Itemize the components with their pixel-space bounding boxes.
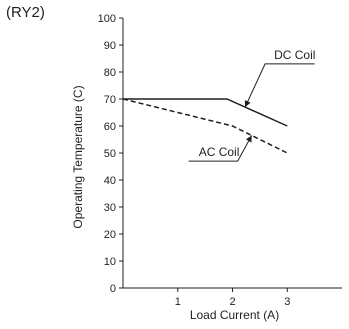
ac-coil-arrowhead (245, 135, 252, 143)
y-tick-label: 40 (104, 175, 116, 187)
x-tick-label: 1 (175, 296, 181, 308)
y-tick-label: 20 (104, 229, 116, 241)
y-ticks: 0 10 20 30 40 50 60 70 80 90 100 (98, 13, 123, 295)
y-tick-label: 60 (104, 121, 116, 133)
y-tick-label: 70 (104, 94, 116, 106)
axes: 0 10 20 30 40 50 60 70 80 90 100 1 2 3 (98, 13, 342, 308)
y-tick-label: 30 (104, 202, 116, 214)
dc-coil-label: DC Coil (274, 48, 315, 62)
ac-coil-line (122, 98, 288, 154)
x-tick-label: 3 (284, 296, 290, 308)
dc-coil-arrowhead (244, 100, 251, 108)
ac-coil-label: AC Coil (199, 145, 240, 159)
y-tick-label: 0 (110, 283, 116, 295)
dc-coil-leader-line (244, 63, 315, 108)
annotations: DC Coil AC Coil (188, 48, 315, 162)
chart-title: (RY2) (6, 4, 45, 21)
ac-coil-leader-line (188, 135, 253, 162)
x-axis-title: Load Current (A) (190, 308, 279, 322)
x-tick-label: 2 (229, 296, 235, 308)
y-axis-title: Operating Temperature (C) (71, 85, 85, 228)
y-tick-label: 90 (104, 40, 116, 52)
x-ticks: 1 2 3 (175, 288, 290, 308)
series-layer (122, 98, 288, 154)
y-tick-label: 50 (104, 148, 116, 160)
y-tick-label: 80 (104, 67, 116, 79)
y-tick-label: 10 (104, 256, 116, 268)
y-tick-label: 100 (98, 13, 116, 25)
dc-coil-line (123, 98, 288, 127)
